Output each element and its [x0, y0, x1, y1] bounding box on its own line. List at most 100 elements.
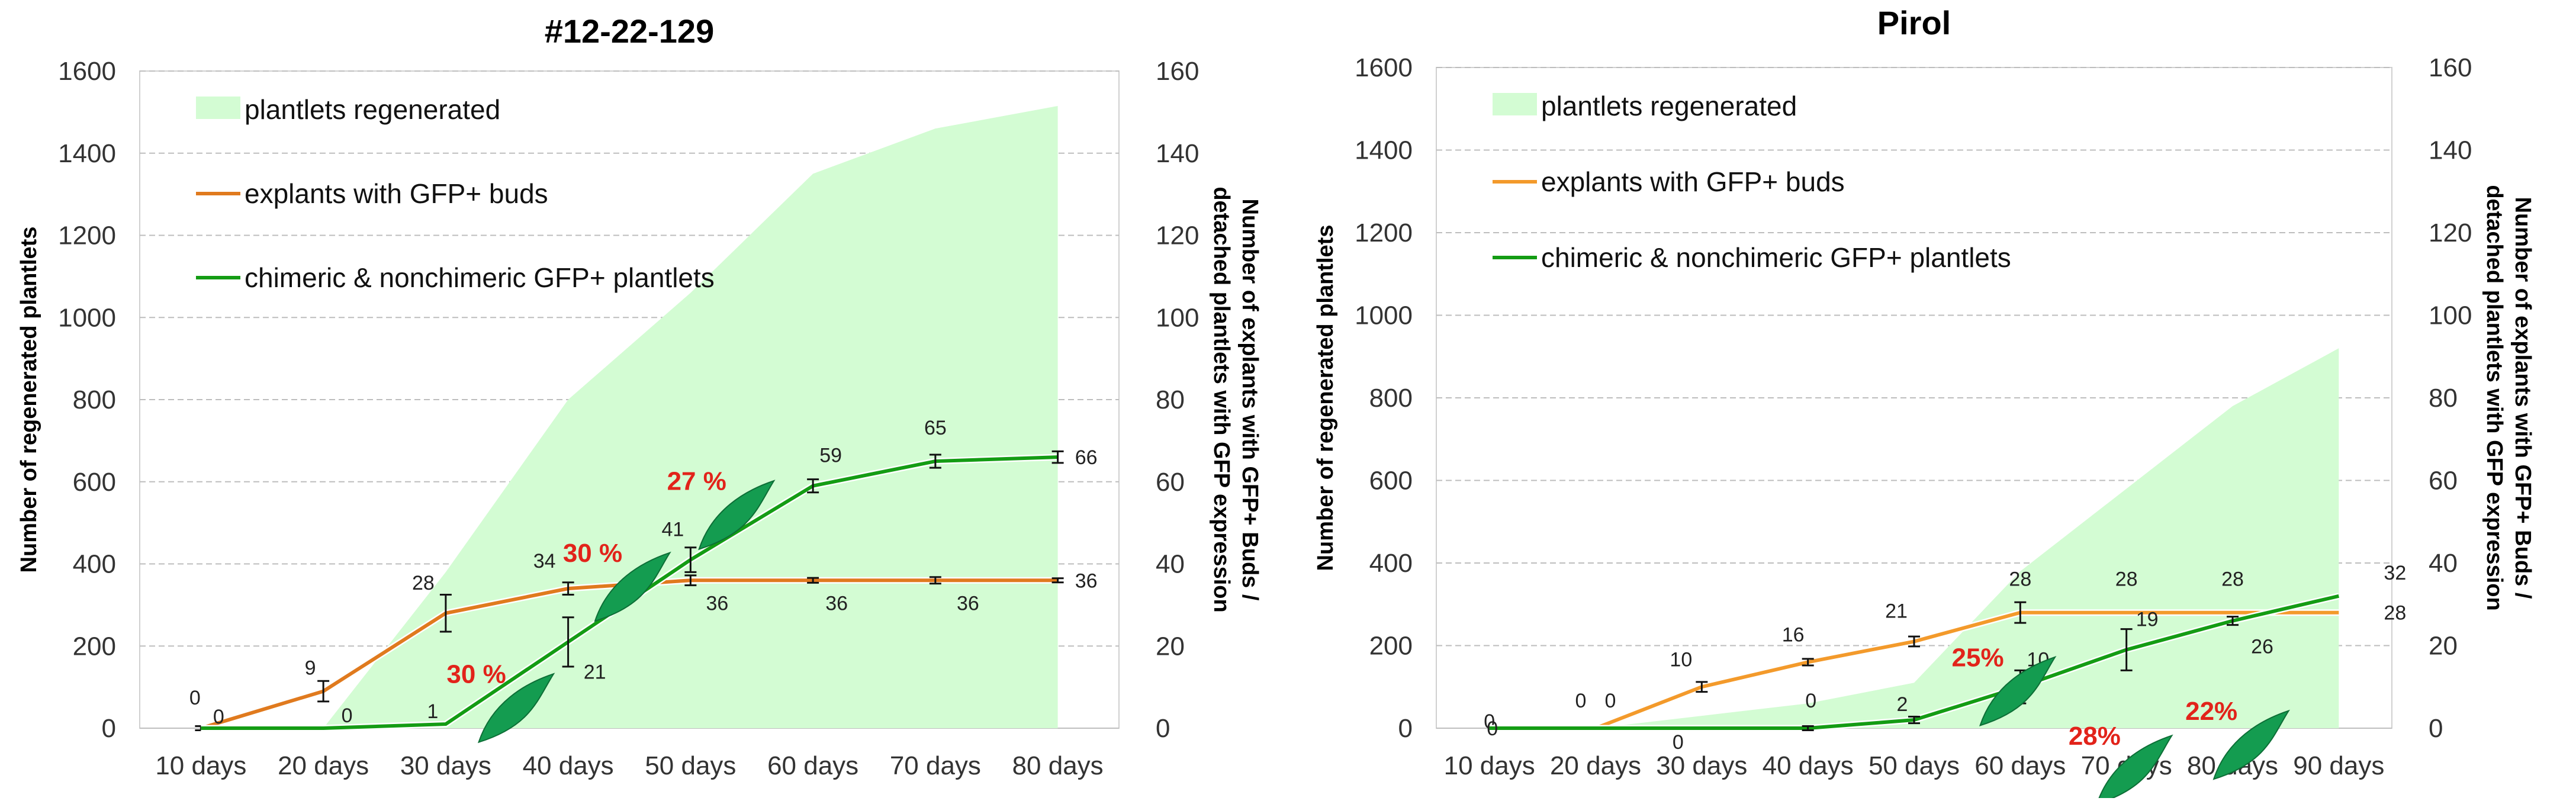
y-right-axis-title-line1: Number of explants with GFP+ Buds / [2510, 197, 2535, 599]
y-left-tick-label: 1000 [58, 303, 116, 332]
x-tick-label: 40 days [1763, 751, 1854, 780]
data-label: 32 [2384, 562, 2406, 584]
data-label: 28 [2115, 568, 2138, 591]
legend-entry: explants with GFP+ buds [245, 178, 548, 209]
y-left-tick-label: 1600 [1355, 53, 1413, 82]
y-left-axis-title: Number of regenerated plantlets [17, 227, 41, 573]
leaf-icon [2212, 709, 2290, 780]
y-right-axis-title: Number of explants with GFP+ Buds /detac… [1209, 186, 1262, 612]
legend-entry: chimeric & nonchimeric GFP+ plantlets [245, 262, 715, 293]
y-right-tick-label: 60 [2429, 467, 2458, 496]
x-tick-label: 20 days [1550, 751, 1641, 780]
x-tick-label: 40 days [523, 751, 614, 780]
data-label: 0 [189, 687, 201, 709]
data-label: 0 [213, 706, 224, 728]
x-tick-label: 50 days [645, 751, 736, 780]
data-label: 36 [957, 592, 979, 615]
percent-annotation: 30 % [563, 539, 622, 568]
y-right-axis-title-line1: Number of explants with GFP+ Buds / [1237, 199, 1262, 601]
y-right-tick-label: 100 [1156, 303, 1199, 332]
y-right-tick-label: 80 [2429, 384, 2458, 413]
y-left-tick-label: 600 [73, 468, 116, 497]
percent-annotation: 30 % [446, 660, 506, 689]
y-left-tick-label: 200 [1369, 632, 1413, 661]
y-right-axis-title-line2: detached plantlets with GFP expression [1209, 186, 1234, 612]
data-label: 21 [1885, 600, 1908, 623]
y-left-tick-label: 800 [73, 385, 116, 414]
y-left-tick-label: 1200 [58, 221, 116, 250]
leaf-icon [1979, 656, 2057, 726]
y-left-tick-label: 400 [1369, 549, 1413, 578]
x-tick-label: 50 days [1869, 751, 1960, 780]
data-label: 36 [706, 592, 728, 615]
y-left-tick-label: 200 [73, 632, 116, 661]
x-tick-label: 90 days [2293, 751, 2384, 780]
y-left-tick-label: 1000 [1355, 301, 1413, 330]
data-label: 28 [2384, 602, 2406, 625]
data-label: 34 [533, 550, 556, 572]
y-right-tick-label: 80 [1156, 385, 1185, 414]
y-left-tick-label: 1400 [58, 139, 116, 168]
y-left-axis-title: Number of regenerated plantlets [1313, 225, 1338, 571]
chart-title: Pirol [1877, 4, 1951, 41]
y-right-tick-label: 160 [2429, 53, 2472, 82]
data-label: 0 [1673, 731, 1684, 754]
y-left-tick-label: 1200 [1355, 218, 1413, 247]
x-tick-label: 10 days [155, 751, 246, 780]
y-left-tick-label: 1600 [58, 57, 116, 86]
x-tick-label: 60 days [767, 751, 858, 780]
y-right-tick-label: 40 [1156, 550, 1185, 579]
data-label: 2 [1897, 693, 1908, 716]
y-right-tick-label: 60 [1156, 468, 1185, 497]
y-left-tick-label: 1400 [1355, 136, 1413, 165]
x-tick-label: 30 days [400, 751, 491, 780]
area-plantlets-regenerated [1489, 348, 2339, 728]
leaf-icon [594, 551, 671, 622]
data-label: 36 [1075, 570, 1098, 592]
y-right-tick-label: 160 [1156, 57, 1199, 86]
y-right-axis-title: Number of explants with GFP+ Buds /detac… [2482, 185, 2535, 610]
x-tick-label: 70 days [890, 751, 981, 780]
data-label: 28 [2221, 568, 2244, 591]
legend-swatch-area [196, 96, 240, 119]
y-left-tick-label: 800 [1369, 384, 1413, 413]
data-label: 16 [1782, 623, 1805, 646]
y-right-tick-label: 140 [1156, 139, 1199, 168]
data-label: 21 [584, 661, 606, 683]
legend-entry: plantlets regenerated [1541, 91, 1797, 121]
y-right-tick-label: 120 [1156, 221, 1199, 250]
x-tick-label: 30 days [1656, 751, 1747, 780]
data-label: 0 [1487, 718, 1498, 740]
data-label: 41 [661, 519, 684, 541]
y-right-tick-label: 0 [2429, 714, 2443, 743]
leaf-icon [698, 480, 776, 551]
percent-annotation: 22% [2185, 697, 2237, 726]
data-label: 28 [2009, 568, 2031, 591]
x-tick-label: 20 days [278, 751, 369, 780]
x-tick-label: 80 days [1012, 751, 1104, 780]
data-label: 66 [1075, 446, 1098, 469]
legend-swatch-area [1493, 93, 1537, 115]
percent-annotation: 27 % [667, 467, 726, 496]
x-tick-label: 60 days [1974, 751, 2066, 780]
y-left-tick-label: 400 [73, 550, 116, 579]
y-left-tick-label: 600 [1369, 467, 1413, 496]
data-label: 0 [1575, 690, 1587, 712]
y-left-tick-label: 0 [1398, 714, 1413, 743]
leaf-icon [2097, 734, 2173, 801]
data-label: 0 [1605, 690, 1616, 712]
percent-annotation: 25% [1952, 643, 2004, 672]
y-left-tick-label: 0 [102, 714, 116, 743]
data-label: 28 [412, 572, 435, 594]
leaf-icon [477, 673, 555, 744]
percent-annotation: 28% [2069, 722, 2121, 751]
data-label: 9 [305, 657, 316, 680]
data-label: 0 [342, 705, 353, 727]
legend-entry: plantlets regenerated [245, 94, 500, 125]
y-right-tick-label: 20 [1156, 632, 1185, 661]
legend-entry: explants with GFP+ buds [1541, 166, 1845, 197]
y-right-axis-title-line2: detached plantlets with GFP expression [2482, 185, 2507, 610]
data-label: 26 [2251, 636, 2273, 658]
